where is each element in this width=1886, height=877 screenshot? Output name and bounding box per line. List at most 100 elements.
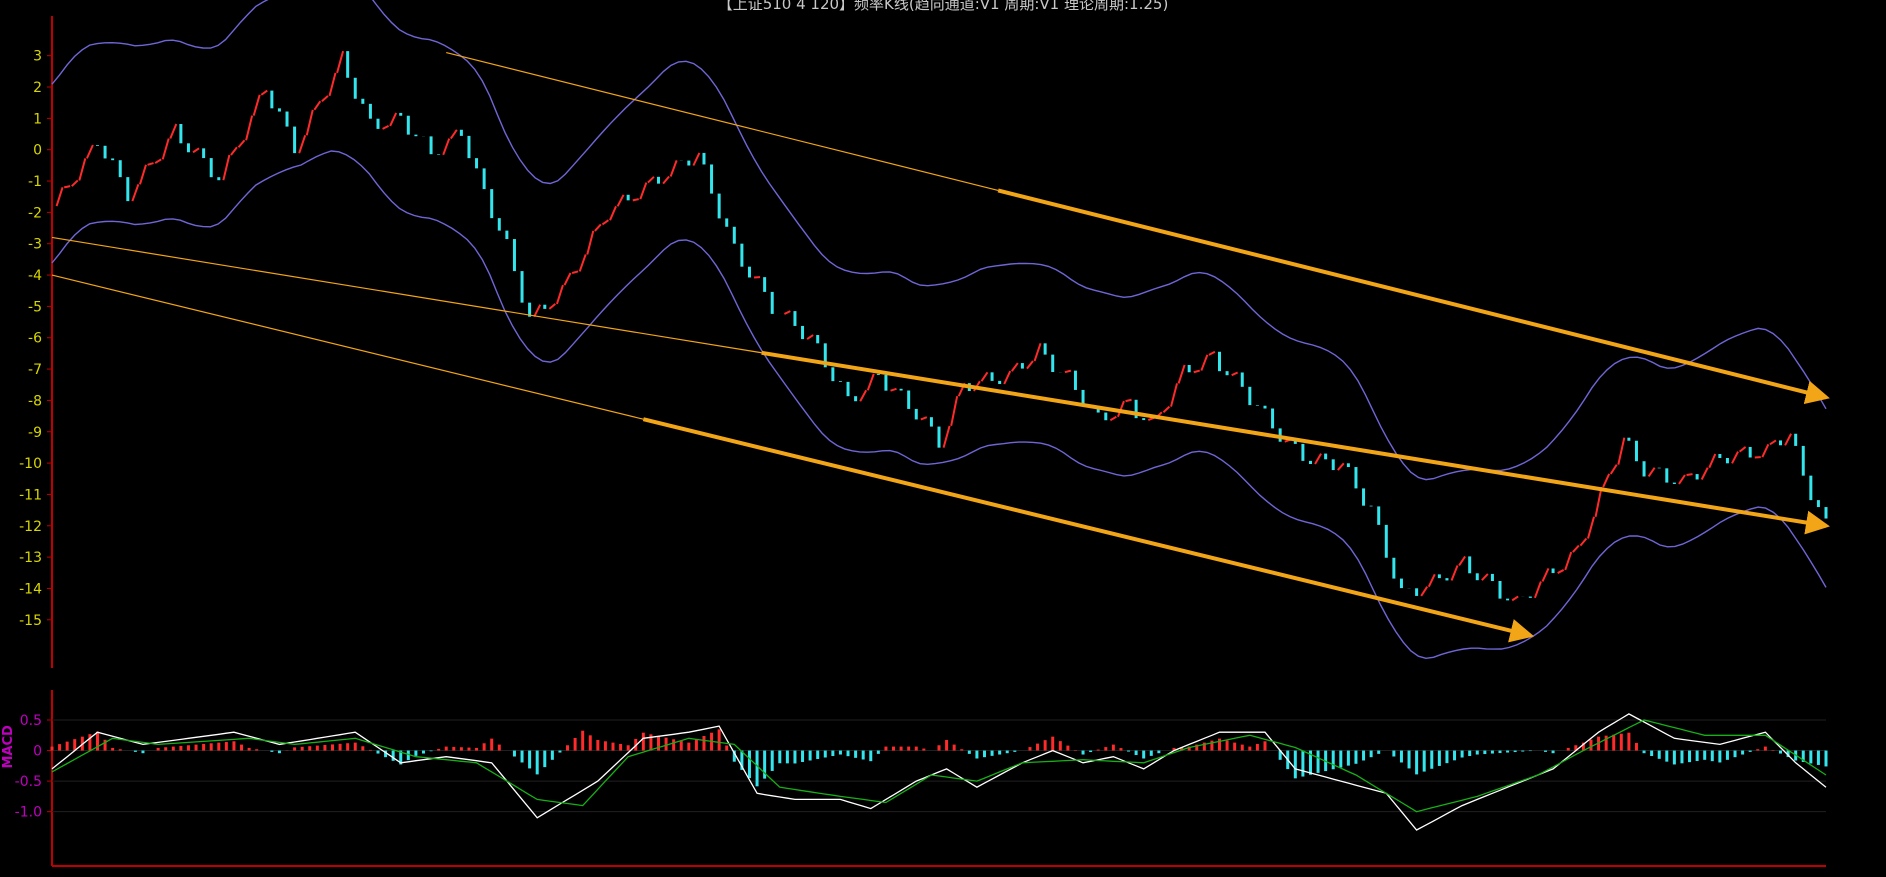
- price-tick-label: 1: [33, 111, 42, 127]
- price-tick-label: -12: [19, 519, 42, 535]
- macd-dea-line: [51, 719, 1827, 813]
- trend-line-thin-2: [51, 236, 762, 354]
- up-candle: [1208, 350, 1216, 356]
- up-candle: [252, 94, 261, 116]
- price-tick-label: -4: [28, 268, 42, 284]
- up-candle: [594, 223, 602, 232]
- up-candle: [55, 187, 64, 207]
- up-candle: [1109, 415, 1117, 422]
- up-candle: [647, 176, 655, 184]
- up-candle: [920, 416, 928, 421]
- up-candle: [1162, 405, 1171, 414]
- up-candle: [139, 164, 147, 185]
- price-tick-label: -1: [28, 174, 42, 190]
- price-tick-label: -6: [28, 331, 42, 347]
- up-candle: [1420, 586, 1429, 597]
- up-candle: [578, 254, 587, 272]
- up-candle: [1708, 453, 1717, 469]
- up-candle: [1541, 568, 1550, 582]
- up-candle: [950, 395, 959, 427]
- price-tick-label: -2: [28, 205, 42, 221]
- trend-line-thin-3: [51, 274, 644, 420]
- price-candles: [55, 50, 1828, 602]
- up-candle: [1678, 474, 1686, 485]
- up-candle: [161, 138, 170, 160]
- up-candle: [1647, 467, 1656, 478]
- up-candle: [192, 147, 200, 154]
- up-candle: [859, 389, 868, 402]
- up-candle: [1231, 371, 1239, 377]
- up-candle: [298, 135, 307, 154]
- price-tick-label: -9: [28, 425, 42, 441]
- up-candle: [1557, 569, 1565, 574]
- up-candle: [85, 144, 94, 159]
- up-candle: [1200, 354, 1209, 371]
- trend-line-arrow-1: [997, 188, 1830, 405]
- trend-line-thin-1: [446, 51, 999, 192]
- up-candle: [1572, 544, 1580, 553]
- up-candle: [237, 139, 246, 148]
- up-candle: [449, 129, 458, 140]
- up-candle: [601, 219, 610, 226]
- up-candle: [692, 152, 701, 166]
- up-candle: [389, 112, 398, 127]
- up-candle: [1458, 555, 1466, 567]
- up-candle: [1177, 364, 1186, 384]
- up-candle: [169, 123, 178, 139]
- up-candle: [1026, 360, 1034, 370]
- up-candle: [1170, 383, 1178, 407]
- trend-line-arrow-3: [642, 417, 1535, 643]
- up-candle: [616, 194, 625, 207]
- price-tick-label: -5: [28, 299, 42, 315]
- up-candle: [1564, 551, 1573, 571]
- up-candle: [1125, 398, 1132, 403]
- up-candle: [1033, 343, 1042, 362]
- up-candle: [639, 182, 648, 200]
- up-candle: [222, 154, 231, 181]
- macd-label: MACD: [1, 725, 16, 769]
- up-candle: [1481, 573, 1489, 581]
- price-tick-label: 0: [33, 143, 42, 159]
- up-candle: [1427, 573, 1436, 588]
- up-candle: [609, 205, 617, 221]
- up-candle: [586, 230, 595, 255]
- up-candle: [1700, 467, 1709, 480]
- up-candle: [313, 100, 322, 111]
- up-candle: [382, 125, 390, 130]
- up-candle: [78, 158, 87, 181]
- price-tick-label: -7: [28, 362, 42, 378]
- up-candle: [1609, 464, 1618, 475]
- up-candle: [866, 373, 875, 391]
- price-tick-label: -13: [19, 550, 42, 566]
- up-candle: [1602, 473, 1611, 488]
- up-candle: [571, 270, 579, 274]
- up-candle: [669, 160, 678, 177]
- macd-tick-label: -1.0: [15, 805, 42, 821]
- macd-tick-label: 0.5: [20, 713, 42, 729]
- up-candle: [1761, 443, 1770, 458]
- price-tick-label: -11: [19, 487, 42, 503]
- up-candle: [548, 303, 556, 310]
- up-candle: [1769, 439, 1777, 446]
- up-candle: [662, 175, 670, 185]
- up-candle: [942, 425, 951, 448]
- trend-lines: [51, 51, 1830, 643]
- up-candle: [1117, 400, 1125, 418]
- up-candle: [1003, 370, 1012, 385]
- up-candle: [806, 334, 814, 340]
- price-tick-label: -14: [19, 581, 42, 597]
- price-tick-label: -3: [28, 237, 42, 253]
- up-candle: [1686, 473, 1693, 476]
- up-candle: [980, 371, 989, 382]
- up-candle: [890, 387, 897, 392]
- macd-axis: [51, 690, 1826, 867]
- up-candle: [1511, 595, 1519, 602]
- macd-tick-label: -0.5: [15, 774, 42, 790]
- macd-dif-line: [51, 713, 1827, 831]
- lower-band-line: [51, 150, 1827, 660]
- up-candle: [442, 138, 451, 156]
- price-tick-label: -15: [19, 613, 42, 629]
- up-candle: [1731, 451, 1739, 464]
- up-candle: [71, 179, 79, 187]
- macd-lines: [51, 713, 1827, 831]
